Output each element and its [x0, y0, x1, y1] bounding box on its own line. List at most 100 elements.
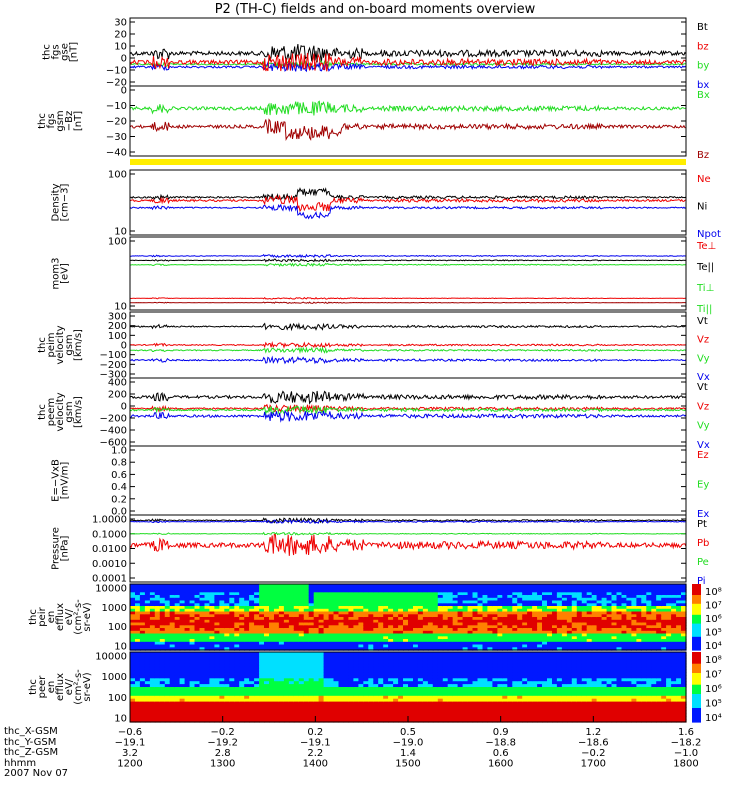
- spectrogram-cell: [278, 698, 285, 703]
- spectrogram-cell: [383, 707, 389, 711]
- spectrogram-cell: [403, 633, 409, 637]
- spectrogram-cell: [184, 687, 191, 691]
- spectrogram-cell: [184, 660, 191, 665]
- spectrogram-cell: [259, 707, 265, 711]
- trace-pt: [130, 517, 686, 524]
- spectrogram-cell: [378, 586, 384, 591]
- spectrogram-cell: [239, 614, 245, 618]
- spectrogram-cell: [303, 589, 310, 593]
- spectrogram-cell: [571, 622, 578, 626]
- spectrogram-cell: [164, 704, 171, 708]
- spectrogram-cell: [452, 589, 459, 593]
- spectrogram-cell: [353, 625, 359, 629]
- spectrogram-cell: [214, 586, 220, 591]
- spectrogram-cell: [323, 689, 330, 694]
- spectrogram-cell: [130, 597, 136, 602]
- spectrogram-cell: [457, 639, 464, 643]
- spectrogram-cell: [611, 603, 618, 607]
- spectrogram-cell: [318, 628, 325, 632]
- spectrogram-cell: [298, 713, 305, 717]
- colorbar-cell: [692, 645, 701, 649]
- legend-efield-2: Ex: [697, 509, 709, 520]
- spectrogram-cell: [427, 675, 434, 679]
- spectrogram-cell: [194, 675, 201, 679]
- spectrogram-cell: [343, 678, 350, 682]
- spectrogram-cell: [249, 617, 255, 621]
- spectrogram-cell: [566, 630, 573, 635]
- spectrogram-cell: [204, 617, 211, 621]
- spectrogram-cell: [204, 657, 211, 662]
- spectrogram-cell: [313, 684, 320, 688]
- colorbar-cell: [692, 614, 701, 618]
- spectrogram-cell: [179, 589, 186, 593]
- spectrogram-cell: [497, 617, 503, 621]
- spectrogram-cell: [328, 600, 335, 604]
- spectrogram-cell: [343, 600, 350, 604]
- spectrogram-cell: [204, 652, 211, 656]
- spectrogram-cell: [571, 625, 578, 629]
- spectrogram-cell: [288, 672, 295, 676]
- spectrogram-cell: [144, 628, 151, 632]
- y-tick-label: 100: [108, 170, 127, 181]
- spectrogram-cell: [244, 672, 250, 676]
- spectrogram-cell: [169, 681, 176, 685]
- spectrogram-cell: [427, 611, 434, 615]
- spectrogram-cell: [199, 654, 206, 659]
- spectrogram-cell: [452, 657, 459, 662]
- spectrogram-cell: [517, 707, 523, 711]
- spectrogram-cell: [135, 704, 141, 708]
- spectrogram-cell: [298, 689, 305, 694]
- spectrogram-cell: [343, 622, 350, 626]
- spectrogram-cell: [179, 678, 186, 682]
- spectrogram-cell: [239, 608, 245, 613]
- spectrogram-cell: [229, 639, 235, 643]
- spectrogram-cell: [363, 681, 369, 685]
- spectrogram-cell: [368, 633, 374, 637]
- spectrogram-cell: [254, 652, 260, 656]
- spectrogram-cell: [288, 678, 295, 682]
- spectrogram-cell: [368, 622, 374, 626]
- spectrogram-cell: [159, 639, 166, 643]
- spectrogram-cell: [651, 644, 657, 648]
- spectrogram-cell: [482, 681, 489, 685]
- spectrogram-cell: [229, 675, 235, 679]
- spectrogram-cell: [378, 675, 384, 679]
- spectrogram-cell: [497, 687, 503, 691]
- spectrogram-cell: [328, 644, 335, 648]
- spectrogram-cell: [159, 617, 166, 621]
- spectrogram-cell: [154, 608, 161, 613]
- spectrogram-cell: [591, 600, 598, 604]
- spectrogram-cell: [547, 644, 553, 648]
- spectrogram-cell: [229, 644, 235, 648]
- spectrogram-cell: [254, 666, 260, 671]
- spectrogram-cell: [477, 684, 484, 688]
- spectrogram-cell: [269, 689, 275, 694]
- spectrogram-cell: [616, 641, 623, 646]
- spectrogram-cell: [293, 600, 300, 604]
- spectrogram-cell: [676, 600, 682, 604]
- spectrogram-cell: [566, 619, 573, 624]
- spectrogram-cell: [417, 657, 424, 662]
- spectrogram-cell: [477, 636, 484, 640]
- spectrogram-cell: [288, 681, 295, 685]
- spectrogram-cell: [383, 633, 389, 637]
- spectrogram-cell: [487, 663, 493, 668]
- spectrogram-cell: [189, 625, 196, 629]
- spectrogram-cell: [244, 644, 250, 648]
- spectrogram-cell: [264, 713, 270, 717]
- spectrogram-cell: [274, 630, 280, 635]
- spectrogram-cell: [164, 584, 171, 588]
- spectrogram-cell: [209, 692, 215, 697]
- spectrogram-cell: [432, 657, 439, 662]
- spectrogram-cell: [348, 684, 354, 688]
- spectrogram-cell: [303, 684, 310, 688]
- spectrogram-cell: [413, 633, 419, 637]
- spectrogram-cell: [482, 713, 489, 717]
- spectrogram-cell: [298, 701, 305, 706]
- spectrogram-cell: [214, 704, 220, 708]
- spectrogram-cell: [368, 681, 374, 685]
- spectrogram-cell: [130, 716, 136, 720]
- spectrogram-cell: [189, 663, 196, 668]
- spectrogram-cell: [661, 595, 667, 599]
- spectrogram-cell: [467, 608, 474, 613]
